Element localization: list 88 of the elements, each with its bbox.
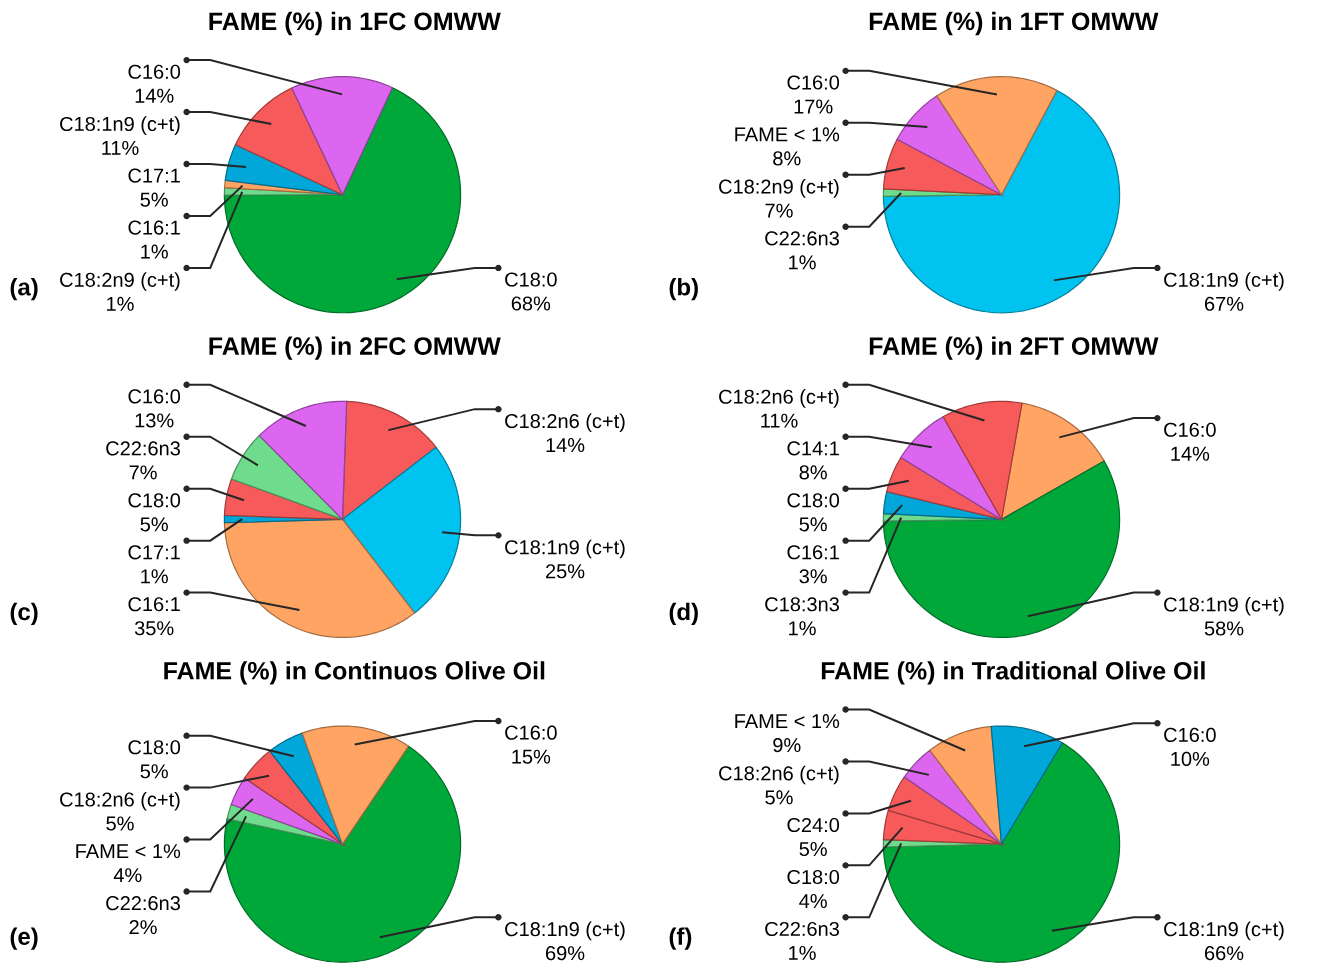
chart-title: FAME (%) in 2FT OMWW xyxy=(869,336,1159,360)
slice-label: C17:1 xyxy=(128,545,180,560)
data-label: 67% xyxy=(1205,296,1244,311)
slice-label: C16:0 xyxy=(787,75,840,90)
slice-label: C16:0 xyxy=(128,389,181,404)
data-label: 15% xyxy=(512,749,551,764)
slice-label: C17:1 xyxy=(128,168,180,183)
slice-label: C18:1n9 (c+t) xyxy=(1164,921,1284,941)
data-label: 3% xyxy=(799,569,827,584)
data-label: 5% xyxy=(140,517,168,532)
data-label: 1% xyxy=(789,621,816,636)
chart-title: FAME (%) in 1FC OMWW xyxy=(209,11,501,36)
slice-label: C18:1n9 (c+t) xyxy=(505,921,625,941)
text: (f) xyxy=(669,927,692,950)
slice-label: C16:0 xyxy=(128,64,181,79)
slice-label: C16:1 xyxy=(128,220,180,235)
slice-label: C18:0 xyxy=(787,869,840,885)
data-label: 68% xyxy=(511,296,551,311)
slice-label: C16:0 xyxy=(1164,727,1216,742)
slice-label: C22:6n3 xyxy=(106,441,180,456)
text: (b) xyxy=(669,277,698,301)
slice-label: C18:2n6 (c+t) xyxy=(719,765,839,785)
slice-label: C16:0 xyxy=(505,725,557,740)
slice-label: FAME < 1% xyxy=(76,844,181,859)
slice-label: C18:0 xyxy=(128,493,181,508)
data-label: 5% xyxy=(765,790,793,805)
slice-label: C18:2n6 (c+t) xyxy=(719,389,839,408)
data-label: 66% xyxy=(1205,946,1244,961)
slice-label: C18:1n9 (c+t) xyxy=(1164,596,1284,616)
data-label: 1% xyxy=(141,244,168,259)
data-label: 7% xyxy=(765,203,793,218)
data-label: 69% xyxy=(546,946,585,961)
data-label: 10% xyxy=(1171,751,1210,766)
chart-title: FAME (%) in Traditional Olive Oil xyxy=(821,661,1205,685)
slice-label: C18:0 xyxy=(505,272,557,287)
slice-label: C18:0 xyxy=(787,493,840,508)
data-label: 25% xyxy=(546,564,585,579)
text: (e) xyxy=(10,927,38,950)
text: (d) xyxy=(669,602,698,626)
data-label: 58% xyxy=(1204,621,1244,636)
slice-label: C22:6n3 xyxy=(765,231,839,246)
chart-title: FAME (%) in Continuos Olive Oil xyxy=(164,661,545,685)
slice-label: FAME < 1% xyxy=(735,127,840,142)
data-label: 9% xyxy=(773,738,801,753)
slice-label: C18:1n9 (c+t) xyxy=(1164,272,1284,291)
slice-label: C16:1 xyxy=(128,597,180,612)
data-label: 4% xyxy=(799,894,827,909)
text: (a) xyxy=(10,277,38,301)
data-label: 5% xyxy=(140,192,168,207)
slice-label: C18:2n6 (c+t) xyxy=(60,791,180,811)
data-label: 14% xyxy=(135,88,174,103)
data-label: 4% xyxy=(113,868,142,883)
data-label: 14% xyxy=(1171,446,1210,461)
data-label: 5% xyxy=(106,816,134,831)
data-label: 8% xyxy=(799,465,827,480)
slice-label: C18:1n9 (c+t) xyxy=(60,116,180,135)
data-label: 8% xyxy=(773,151,801,166)
data-label: 2% xyxy=(129,920,157,935)
data-label: 11% xyxy=(761,413,798,428)
slice-label: C16:1 xyxy=(787,545,839,560)
data-label: 5% xyxy=(140,764,168,779)
data-label: 7% xyxy=(129,465,157,480)
data-label: 17% xyxy=(794,99,833,114)
text: (c) xyxy=(10,602,38,626)
slice-label: C18:1n9 (c+t) xyxy=(505,539,625,559)
chart-title: FAME (%) in 1FT OMWW xyxy=(869,11,1159,36)
data-label: 1% xyxy=(141,569,168,584)
data-label: 1% xyxy=(107,296,134,311)
data-label: 5% xyxy=(799,842,827,857)
slice-label: C22:6n3 xyxy=(106,896,180,911)
slice-label: C18:2n9 (c+t) xyxy=(60,272,180,291)
chart-title: FAME (%) in 2FC OMWW xyxy=(209,336,501,360)
slice-label: C22:6n3 xyxy=(765,921,839,937)
data-label: 1% xyxy=(789,945,816,960)
data-label: 13% xyxy=(135,413,174,428)
slice-label: C18:2n9 (c+t) xyxy=(719,179,839,198)
data-label: 5% xyxy=(799,517,827,532)
data-label: 35% xyxy=(134,621,174,636)
slice-label: C18:2n6 (c+t) xyxy=(505,413,625,433)
slice-label: C18:0 xyxy=(128,740,181,755)
data-label: 11% xyxy=(102,140,139,155)
slice-label: C14:1 xyxy=(787,441,839,456)
slice-label: C24:0 xyxy=(787,817,840,833)
slice-label: FAME < 1% xyxy=(735,714,840,729)
slice-label: C18:3n3 xyxy=(765,597,839,612)
slice-label: C16:0 xyxy=(1164,422,1216,437)
data-label: 14% xyxy=(546,438,585,453)
data-label: 1% xyxy=(789,255,816,270)
